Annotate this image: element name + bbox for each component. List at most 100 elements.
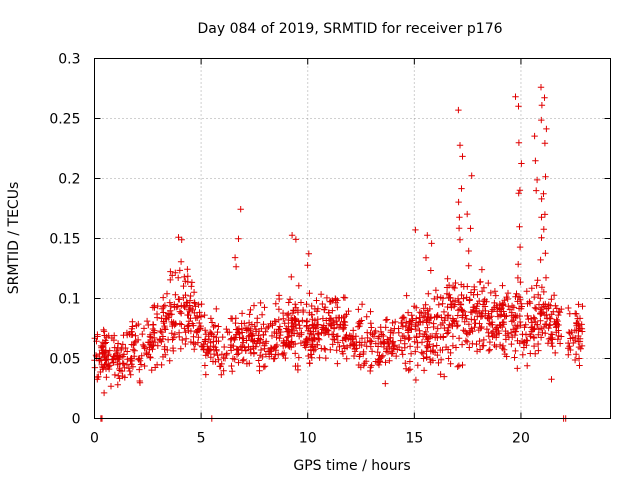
data-point <box>538 195 545 203</box>
data-point <box>533 176 541 184</box>
data-point <box>414 362 421 369</box>
data-point <box>180 282 187 290</box>
y-tick-label: 0.3 <box>58 52 80 68</box>
data-point <box>460 283 467 290</box>
data-point <box>330 331 337 338</box>
data-point <box>100 326 107 334</box>
data-point <box>435 359 442 367</box>
data-point <box>483 325 491 333</box>
data-point <box>427 359 434 366</box>
data-point <box>228 362 235 370</box>
data-point <box>211 322 219 329</box>
data-point <box>284 328 291 335</box>
data-point <box>516 223 523 230</box>
data-point <box>139 330 146 338</box>
data-point <box>528 324 535 331</box>
data-point <box>168 330 175 337</box>
data-point <box>535 347 542 354</box>
data-point <box>389 339 396 346</box>
data-point <box>196 319 203 327</box>
data-point <box>137 361 145 368</box>
data-point <box>382 380 389 387</box>
data-point <box>305 250 312 257</box>
data-point <box>422 254 430 261</box>
data-point <box>401 335 409 342</box>
data-point <box>382 324 389 331</box>
data-point <box>502 332 509 339</box>
data-point <box>128 328 135 335</box>
data-point <box>105 360 112 368</box>
data-point <box>243 337 250 344</box>
data-point <box>299 317 306 324</box>
data-point <box>537 310 544 318</box>
data-point <box>101 361 108 369</box>
data-point <box>470 307 478 314</box>
data-point <box>464 338 471 346</box>
data-point <box>480 284 488 291</box>
x-tick-label: 5 <box>197 431 206 447</box>
data-point <box>157 327 164 335</box>
data-point <box>114 381 121 388</box>
data-point <box>537 84 545 91</box>
data-point <box>146 353 154 361</box>
data-point <box>432 334 439 341</box>
data-point <box>556 340 564 347</box>
data-point <box>432 287 440 294</box>
data-point <box>360 350 367 358</box>
data-point <box>419 333 427 340</box>
data-point <box>191 346 198 353</box>
data-point <box>257 346 265 354</box>
data-point <box>263 338 270 345</box>
data-point <box>381 339 388 346</box>
data-point <box>498 311 505 318</box>
data-point <box>280 339 288 346</box>
data-point <box>450 303 458 310</box>
data-point <box>454 322 461 329</box>
data-point <box>175 274 182 281</box>
data-point <box>538 214 545 221</box>
data-point <box>473 348 481 355</box>
data-point <box>448 304 455 311</box>
data-point <box>160 309 167 316</box>
data-point <box>179 336 186 344</box>
data-point <box>540 288 547 296</box>
data-point <box>208 331 215 338</box>
data-point <box>496 306 504 313</box>
data-point <box>207 354 214 361</box>
data-point <box>285 310 292 318</box>
data-point <box>301 338 309 346</box>
data-point <box>334 297 341 304</box>
data-point <box>371 329 378 337</box>
data-point <box>500 346 508 353</box>
data-point <box>434 325 441 332</box>
data-point <box>531 132 538 140</box>
data-point <box>187 327 195 335</box>
data-point <box>295 354 302 361</box>
data-point <box>476 297 483 305</box>
data-point <box>474 313 481 320</box>
data-point <box>440 333 447 340</box>
data-point <box>542 300 549 308</box>
data-point <box>367 320 374 327</box>
data-point <box>385 340 392 348</box>
data-point <box>512 93 519 100</box>
data-point <box>423 353 430 361</box>
data-point <box>549 334 556 342</box>
data-point <box>540 190 547 197</box>
data-point <box>387 334 394 342</box>
data-point <box>430 320 437 327</box>
data-point <box>540 226 547 233</box>
data-point <box>501 350 509 358</box>
data-point <box>555 308 562 315</box>
data-point <box>343 355 350 362</box>
data-point <box>514 365 521 372</box>
data-point <box>187 292 194 300</box>
data-point <box>283 311 291 319</box>
data-point <box>151 338 159 346</box>
data-point <box>406 358 414 365</box>
data-point <box>391 325 398 332</box>
data-point <box>323 294 331 302</box>
data-point <box>488 308 495 315</box>
data-point <box>420 305 427 312</box>
data-point <box>430 348 437 355</box>
